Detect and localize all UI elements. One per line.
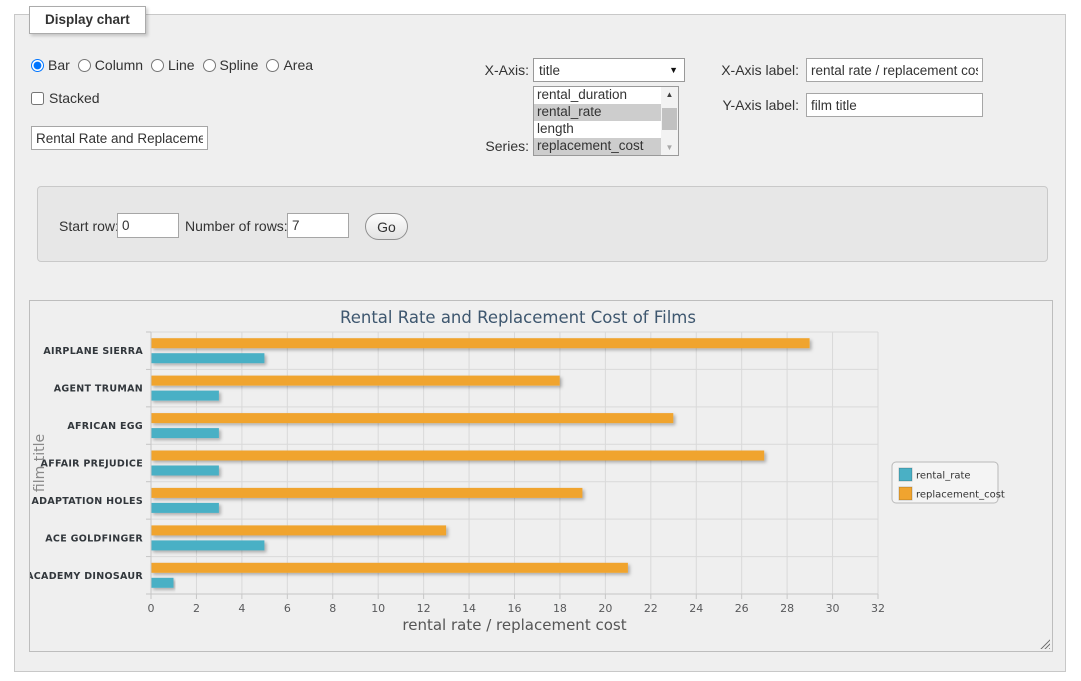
x-axis-label-label: X-Axis label:	[721, 62, 799, 78]
x-tick-label: 32	[871, 602, 885, 615]
category-label: AFRICAN EGG	[67, 421, 143, 432]
chart-type-option-column: Column	[77, 57, 144, 73]
rows-panel: Start row: Number of rows: Go	[37, 186, 1048, 262]
x-tick-label: 2	[193, 602, 200, 615]
bar-rental_rate[interactable]	[151, 428, 219, 439]
legend-symbol-rental_rate[interactable]	[898, 467, 913, 482]
num-rows-label: Number of rows:	[185, 218, 288, 234]
bar-rental_rate[interactable]	[151, 465, 219, 476]
chart-legend: rental_rate replacement_cost	[891, 461, 1005, 504]
go-button[interactable]: Go	[365, 213, 408, 240]
bar-rental_rate[interactable]	[151, 540, 265, 551]
scroll-up-icon[interactable]: ▲	[665, 90, 674, 99]
x-tick-label: 14	[462, 602, 476, 615]
bar-replacement_cost[interactable]	[151, 450, 765, 461]
start-row-label: Start row:	[59, 218, 119, 234]
chart-type-radio-area[interactable]	[266, 58, 280, 72]
x-tick-label: 18	[553, 602, 567, 615]
chart-type-option-bar: Bar	[31, 57, 70, 73]
chart-type-option-area: Area	[266, 57, 313, 73]
category-label: AIRPLANE SIERRA	[43, 346, 143, 357]
chart-type-option-spline: Spline	[202, 57, 259, 73]
x-tick-label: 28	[780, 602, 794, 615]
display-chart-fieldset: Display chart Bar Column Line Spline Area St…	[14, 6, 1066, 672]
series-option-rental_rate[interactable]: rental_rate	[534, 104, 661, 121]
x-tick-label: 12	[417, 602, 431, 615]
chart-type-label: Line	[168, 57, 195, 73]
chart-type-option-line: Line	[151, 57, 195, 73]
x-tick-label: 4	[238, 602, 245, 615]
series-listbox[interactable]: rental_duration rental_rate length replacem…	[533, 86, 679, 156]
chart-title-input[interactable]	[31, 126, 208, 150]
x-tick-label: 6	[284, 602, 291, 615]
x-tick-label: 10	[371, 602, 385, 615]
resize-grip-icon[interactable]	[1039, 638, 1050, 649]
bar-replacement_cost[interactable]	[151, 562, 628, 573]
bar-replacement_cost[interactable]	[151, 525, 447, 536]
legend-symbol-replacement_cost[interactable]	[898, 486, 913, 501]
x-axis-title: rental rate / replacement cost	[402, 616, 626, 634]
bar-replacement_cost[interactable]	[151, 487, 583, 498]
bar-replacement_cost[interactable]	[151, 375, 560, 386]
start-row-input[interactable]	[117, 213, 179, 238]
x-tick-label: 30	[826, 602, 840, 615]
chart-type-radio-spline[interactable]	[202, 58, 216, 72]
scroll-down-icon[interactable]: ▼	[665, 143, 674, 152]
stacked-checkbox[interactable]	[31, 91, 44, 105]
category-label: AFFAIR PREJUDICE	[41, 459, 143, 470]
series-scrollbar[interactable]: ▲ ▼	[661, 87, 678, 155]
stacked-label: Stacked	[49, 90, 100, 106]
y-axis-label-label: Y-Axis label:	[722, 97, 799, 113]
x-tick-label: 24	[689, 602, 703, 615]
category-label: AGENT TRUMAN	[54, 384, 143, 395]
x-axis-label-input[interactable]	[806, 58, 983, 82]
series-option-rental_duration[interactable]: rental_duration	[537, 87, 628, 102]
y-axis-title: film title	[32, 434, 48, 492]
chart-type-label: Area	[283, 57, 314, 73]
x-tick-label: 16	[508, 602, 522, 615]
chart-type-label: Spline	[219, 57, 259, 73]
category-label: ADAPTATION HOLES	[32, 496, 143, 507]
x-axis-select[interactable]: title ▼	[533, 58, 685, 82]
legend-item-rental_rate[interactable]: rental_rate	[916, 471, 971, 482]
chart-type-radio-column[interactable]	[77, 58, 91, 72]
x-tick-label: 0	[148, 602, 155, 615]
bar-replacement_cost[interactable]	[151, 338, 810, 349]
x-tick-label: 8	[329, 602, 336, 615]
chart-type-radio-bar[interactable]	[31, 58, 44, 72]
chart-title: Rental Rate and Replacement Cost of Film…	[340, 308, 696, 327]
fieldset-legend: Display chart	[29, 6, 146, 34]
select-dropdown-arrow-icon: ▼	[669, 65, 678, 75]
chart-type-group: Bar Column Line Spline Area	[31, 57, 321, 77]
y-axis-label-input[interactable]	[806, 93, 983, 117]
x-axis-selected-value: title	[539, 62, 561, 78]
x-axis-select-label: X-Axis:	[484, 62, 529, 78]
series-listbox-options: rental_duration rental_rate length replacem…	[534, 87, 661, 155]
chart-type-label: Column	[94, 57, 144, 73]
chart-type-radio-line[interactable]	[151, 58, 165, 72]
bar-rental_rate[interactable]	[151, 390, 219, 401]
series-option-length[interactable]: length	[537, 121, 574, 136]
x-tick-label: 20	[598, 602, 612, 615]
x-tick-label: 26	[735, 602, 749, 615]
bar-replacement_cost[interactable]	[151, 413, 674, 424]
stacked-row: Stacked	[31, 88, 100, 108]
bar-rental_rate[interactable]	[151, 502, 219, 513]
scrollbar-thumb[interactable]	[662, 108, 677, 130]
bar-rental_rate[interactable]	[151, 577, 174, 588]
chart-container: 0 2 4 6 8 10 12 14 16 18 20 22 24 26 28 30 32 AIRPLANE SI…	[29, 300, 1053, 652]
scrollbar-track[interactable]	[661, 102, 678, 140]
bar-rental_rate[interactable]	[151, 353, 265, 364]
category-label: ACADEMY DINOSAUR	[30, 571, 143, 582]
legend-item-replacement_cost[interactable]: replacement_cost	[916, 490, 1005, 501]
x-tick-label: 22	[644, 602, 658, 615]
series-option-replacement_cost[interactable]: replacement_cost	[534, 138, 661, 155]
series-select-label: Series:	[485, 138, 529, 154]
num-rows-input[interactable]	[287, 213, 349, 238]
category-label: ACE GOLDFINGER	[45, 533, 143, 544]
chart-type-label: Bar	[48, 57, 70, 73]
